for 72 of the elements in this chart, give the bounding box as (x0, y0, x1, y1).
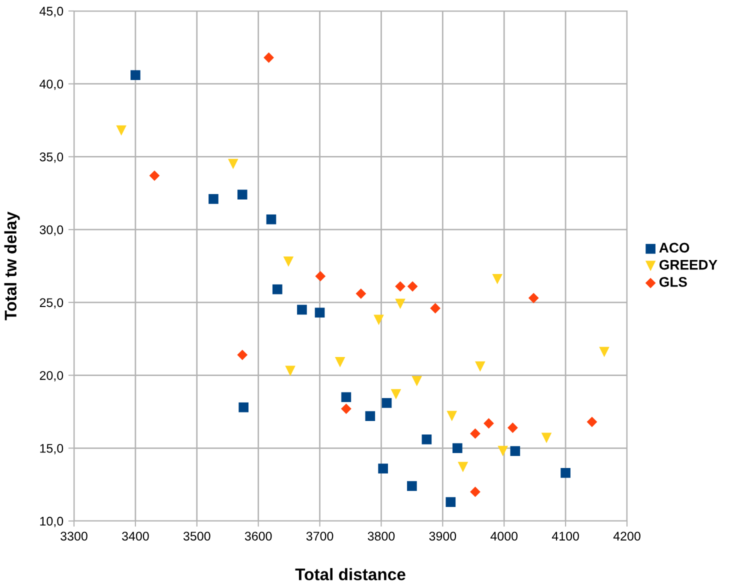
y-tick-label: 30,0 (40, 225, 64, 236)
point (412, 376, 422, 386)
point (599, 346, 610, 358)
point (283, 256, 294, 267)
point (315, 271, 326, 282)
y-tick-label: 15,0 (40, 444, 64, 454)
point (508, 422, 518, 433)
legend-label: GREEDY (659, 260, 718, 270)
point (430, 303, 440, 314)
y-tick-label: 20,0 (40, 371, 64, 382)
point (297, 304, 307, 315)
point (452, 443, 462, 454)
y-tick-label: 10,0 (40, 516, 64, 528)
x-tick-label: 3900 (429, 532, 456, 541)
point (237, 190, 248, 200)
x-tick-label: 3500 (183, 532, 210, 541)
x-axis-title: Total distance (295, 568, 406, 580)
point (474, 361, 486, 372)
point (470, 428, 480, 439)
point (314, 308, 325, 318)
point (586, 416, 598, 428)
point (149, 170, 160, 181)
point (498, 446, 508, 456)
point (510, 446, 520, 456)
point (334, 357, 346, 368)
x-tick-label: 3700 (306, 532, 334, 541)
point (484, 418, 494, 429)
point (208, 194, 218, 204)
x-tick-label: 3800 (368, 532, 395, 541)
point (560, 468, 570, 478)
point (341, 404, 352, 414)
point (378, 464, 388, 474)
point (116, 125, 126, 136)
point (272, 284, 282, 294)
point (492, 274, 503, 284)
legend-label: ACO (659, 242, 690, 253)
y-tick-label: 40,0 (40, 80, 64, 90)
x-tick-label: 4200 (613, 532, 640, 541)
point (237, 350, 248, 360)
point (395, 298, 406, 310)
x-tick-label: 4100 (552, 532, 579, 541)
point (382, 398, 392, 408)
x-tick-label: 3600 (244, 532, 272, 541)
point (422, 434, 432, 444)
point (541, 432, 552, 444)
point (264, 52, 274, 63)
point (395, 281, 406, 292)
point (365, 411, 376, 421)
point (407, 281, 418, 292)
legend-label: GLS (659, 277, 687, 287)
point (238, 402, 248, 412)
point (266, 214, 276, 224)
point (374, 314, 384, 326)
x-tick-label: 4000 (490, 532, 518, 541)
point (390, 389, 402, 400)
y-tick-label: 35,0 (40, 152, 64, 163)
y-tick-label: 45,0 (40, 6, 64, 18)
point (407, 481, 417, 491)
point (356, 288, 366, 299)
point (458, 462, 468, 472)
point (446, 410, 458, 422)
point (285, 366, 296, 376)
x-tick-label: 3400 (122, 532, 149, 541)
y-tick-label: 25,0 (40, 298, 64, 309)
point (470, 486, 480, 498)
point (228, 158, 238, 170)
x-tick-label: 3300 (60, 532, 88, 541)
point (341, 392, 352, 402)
point (130, 70, 140, 80)
y-axis-title: Total tw delay (4, 212, 20, 320)
point (446, 497, 456, 507)
point (528, 292, 539, 304)
